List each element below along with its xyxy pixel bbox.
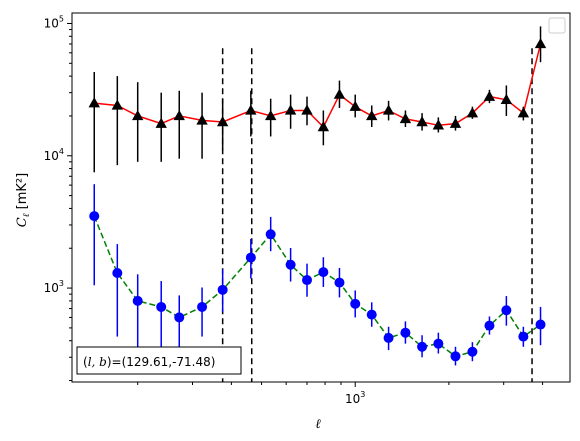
series-2-point: [383, 332, 394, 343]
series-1-point: [399, 112, 412, 124]
series-1-point: [173, 109, 185, 121]
series-1-point: [517, 107, 530, 118]
series-1-point: [382, 104, 395, 115]
series-2-point: [112, 267, 123, 278]
series-2-point: [197, 301, 208, 312]
x-tick-label: 103: [345, 390, 365, 406]
series-1-point: [111, 99, 124, 110]
series-2-point: [400, 327, 411, 338]
series-1-point: [534, 37, 547, 49]
annotation: (l, b)=(129.61,-71.48): [76, 346, 242, 375]
y-tick-label: 104: [44, 147, 64, 163]
series-2-point: [156, 301, 167, 312]
axes-layer: 103 104 105 103: [44, 14, 544, 406]
series-2-point: [302, 275, 313, 286]
series-2-point: [417, 341, 428, 352]
series-1-point: [500, 93, 513, 104]
series-1-point: [366, 109, 378, 121]
series-1-point: [88, 97, 100, 108]
series-1-point: [349, 100, 361, 111]
series-1-point: [301, 104, 313, 115]
annotation-text: (l, b)=(129.61,-71.48): [83, 355, 215, 369]
series-2-point: [467, 346, 478, 357]
y-axis-label: Cℓ [mK²]: [15, 173, 32, 227]
series-2-point: [217, 284, 228, 295]
series-2-point: [132, 295, 143, 306]
series-1-point: [333, 88, 346, 99]
series-1-point: [483, 90, 496, 101]
series-2-point: [433, 338, 444, 349]
series-1-point: [317, 121, 330, 132]
series-2-point: [450, 351, 461, 362]
series-2-point: [265, 229, 276, 240]
series-2-point: [285, 259, 296, 270]
series-2-point: [501, 305, 512, 316]
series-1-point: [245, 104, 257, 115]
series-2-point: [484, 320, 495, 331]
annotation-box: [76, 346, 242, 375]
series-1-point: [466, 107, 479, 118]
series-2-point: [518, 331, 529, 342]
marks-layer: [88, 26, 547, 366]
series-1-point: [264, 109, 277, 121]
legend-box: [548, 17, 566, 34]
series-1-point: [432, 119, 445, 130]
series-2-point: [89, 211, 100, 222]
series-2-point: [350, 298, 361, 309]
plot-frame: [71, 12, 571, 383]
series-2-point: [334, 277, 345, 288]
series-1-point: [155, 117, 167, 128]
series-2-point: [535, 319, 546, 330]
series-1-point: [449, 117, 462, 128]
series-1-point: [196, 114, 208, 125]
series-2-point: [318, 267, 329, 278]
y-tick-label: 105: [44, 14, 64, 30]
y-tick-label: 103: [44, 279, 64, 295]
series-1-point: [132, 109, 144, 121]
series-2-point: [366, 309, 377, 320]
series-1-point: [416, 116, 428, 127]
series-2-point: [245, 252, 256, 263]
plot-area: [72, 13, 570, 382]
series-1-point: [284, 104, 297, 115]
x-axis-label: ℓ: [315, 417, 321, 432]
series-1-point: [216, 116, 229, 127]
series-2-point: [174, 312, 185, 323]
